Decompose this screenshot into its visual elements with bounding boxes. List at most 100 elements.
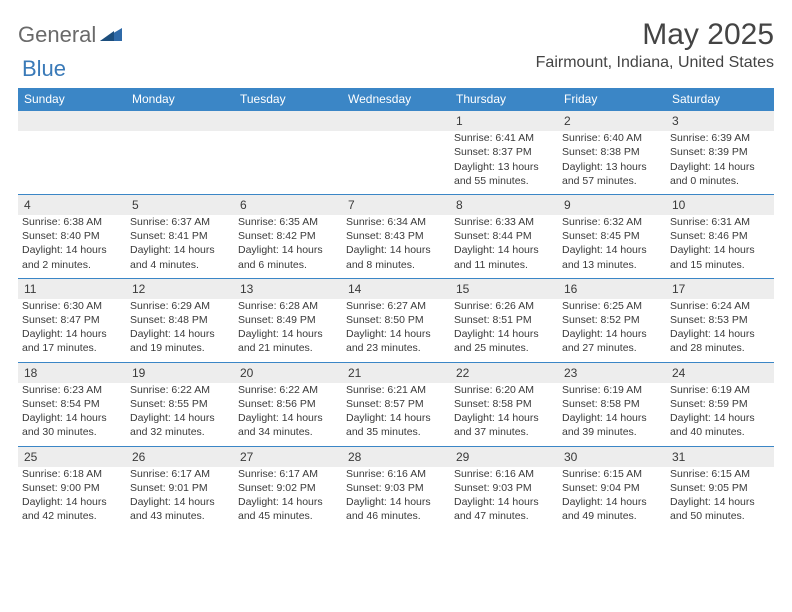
daylight-text: and 43 minutes. (130, 509, 230, 523)
day-number: 8 (450, 194, 558, 215)
month-title: May 2025 (536, 18, 774, 52)
daylight-text: and 42 minutes. (22, 509, 122, 523)
sunrise-text: Sunrise: 6:18 AM (22, 467, 122, 481)
day-cell: Sunrise: 6:19 AMSunset: 8:59 PMDaylight:… (666, 383, 774, 446)
daylight-text: Daylight: 14 hours (22, 495, 122, 509)
day-number: 3 (666, 111, 774, 132)
daylight-text: Daylight: 14 hours (130, 495, 230, 509)
sunrise-text: Sunrise: 6:33 AM (454, 215, 554, 229)
day-number: 31 (666, 446, 774, 467)
daylight-text: and 34 minutes. (238, 425, 338, 439)
daylight-text: Daylight: 14 hours (238, 327, 338, 341)
daylight-text: Daylight: 14 hours (562, 327, 662, 341)
brand-word1: General (18, 22, 96, 48)
day-number: 28 (342, 446, 450, 467)
day-cell: Sunrise: 6:19 AMSunset: 8:58 PMDaylight:… (558, 383, 666, 446)
brand-word2: Blue (22, 56, 66, 81)
day-number: 12 (126, 278, 234, 299)
day-cell: Sunrise: 6:22 AMSunset: 8:55 PMDaylight:… (126, 383, 234, 446)
sunrise-text: Sunrise: 6:35 AM (238, 215, 338, 229)
daylight-text: Daylight: 14 hours (670, 243, 770, 257)
sunset-text: Sunset: 8:39 PM (670, 145, 770, 159)
sunrise-text: Sunrise: 6:41 AM (454, 131, 554, 145)
daylight-text: Daylight: 14 hours (562, 495, 662, 509)
data-row: Sunrise: 6:18 AMSunset: 9:00 PMDaylight:… (18, 467, 774, 530)
daylight-text: and 0 minutes. (670, 174, 770, 188)
day-cell: Sunrise: 6:16 AMSunset: 9:03 PMDaylight:… (450, 467, 558, 530)
sunrise-text: Sunrise: 6:27 AM (346, 299, 446, 313)
day-cell: Sunrise: 6:38 AMSunset: 8:40 PMDaylight:… (18, 215, 126, 278)
sunrise-text: Sunrise: 6:16 AM (454, 467, 554, 481)
day-cell: Sunrise: 6:39 AMSunset: 8:39 PMDaylight:… (666, 131, 774, 194)
daylight-text: Daylight: 14 hours (670, 327, 770, 341)
daylight-text: Daylight: 14 hours (562, 411, 662, 425)
day-number: 7 (342, 194, 450, 215)
day-number: 26 (126, 446, 234, 467)
daylight-text: and 35 minutes. (346, 425, 446, 439)
daylight-text: Daylight: 14 hours (346, 411, 446, 425)
day-number: 5 (126, 194, 234, 215)
daylight-text: Daylight: 14 hours (130, 327, 230, 341)
day-cell: Sunrise: 6:41 AMSunset: 8:37 PMDaylight:… (450, 131, 558, 194)
sunset-text: Sunset: 8:57 PM (346, 397, 446, 411)
day-header: Wednesday (342, 88, 450, 111)
sunset-text: Sunset: 8:38 PM (562, 145, 662, 159)
day-cell: Sunrise: 6:28 AMSunset: 8:49 PMDaylight:… (234, 299, 342, 362)
daylight-text: and 30 minutes. (22, 425, 122, 439)
day-header: Monday (126, 88, 234, 111)
daylight-text: Daylight: 14 hours (454, 411, 554, 425)
day-number: 20 (234, 362, 342, 383)
day-number: 15 (450, 278, 558, 299)
day-cell: Sunrise: 6:26 AMSunset: 8:51 PMDaylight:… (450, 299, 558, 362)
sunset-text: Sunset: 8:40 PM (22, 229, 122, 243)
daynum-row: 123 (18, 111, 774, 132)
day-cell: Sunrise: 6:40 AMSunset: 8:38 PMDaylight:… (558, 131, 666, 194)
sunset-text: Sunset: 9:05 PM (670, 481, 770, 495)
sunset-text: Sunset: 8:52 PM (562, 313, 662, 327)
day-header: Saturday (666, 88, 774, 111)
day-cell: Sunrise: 6:16 AMSunset: 9:03 PMDaylight:… (342, 467, 450, 530)
sunrise-text: Sunrise: 6:32 AM (562, 215, 662, 229)
day-number: 17 (666, 278, 774, 299)
daylight-text: Daylight: 14 hours (22, 411, 122, 425)
sunrise-text: Sunrise: 6:34 AM (346, 215, 446, 229)
day-number: 23 (558, 362, 666, 383)
daylight-text: Daylight: 13 hours (562, 160, 662, 174)
daylight-text: Daylight: 14 hours (562, 243, 662, 257)
daylight-text: and 28 minutes. (670, 341, 770, 355)
daylight-text: and 40 minutes. (670, 425, 770, 439)
day-cell: Sunrise: 6:37 AMSunset: 8:41 PMDaylight:… (126, 215, 234, 278)
day-cell (126, 131, 234, 194)
day-number: 25 (18, 446, 126, 467)
brand-icon (100, 25, 122, 46)
daylight-text: Daylight: 14 hours (238, 243, 338, 257)
day-number: 30 (558, 446, 666, 467)
day-number: 24 (666, 362, 774, 383)
sunrise-text: Sunrise: 6:15 AM (670, 467, 770, 481)
location-text: Fairmount, Indiana, United States (536, 54, 774, 72)
daylight-text: Daylight: 14 hours (454, 495, 554, 509)
sunset-text: Sunset: 8:43 PM (346, 229, 446, 243)
day-cell: Sunrise: 6:27 AMSunset: 8:50 PMDaylight:… (342, 299, 450, 362)
sunset-text: Sunset: 8:48 PM (130, 313, 230, 327)
sunset-text: Sunset: 8:56 PM (238, 397, 338, 411)
day-header: Thursday (450, 88, 558, 111)
sunset-text: Sunset: 8:42 PM (238, 229, 338, 243)
daylight-text: and 37 minutes. (454, 425, 554, 439)
daylight-text: and 21 minutes. (238, 341, 338, 355)
sunrise-text: Sunrise: 6:17 AM (238, 467, 338, 481)
sunrise-text: Sunrise: 6:30 AM (22, 299, 122, 313)
daylight-text: and 6 minutes. (238, 258, 338, 272)
day-number: 18 (18, 362, 126, 383)
daylight-text: Daylight: 14 hours (454, 327, 554, 341)
day-cell (18, 131, 126, 194)
daylight-text: Daylight: 14 hours (670, 495, 770, 509)
daylight-text: and 17 minutes. (22, 341, 122, 355)
day-cell: Sunrise: 6:15 AMSunset: 9:04 PMDaylight:… (558, 467, 666, 530)
day-number: 11 (18, 278, 126, 299)
sunrise-text: Sunrise: 6:26 AM (454, 299, 554, 313)
day-number: 21 (342, 362, 450, 383)
day-cell: Sunrise: 6:25 AMSunset: 8:52 PMDaylight:… (558, 299, 666, 362)
day-number: 9 (558, 194, 666, 215)
day-cell (342, 131, 450, 194)
